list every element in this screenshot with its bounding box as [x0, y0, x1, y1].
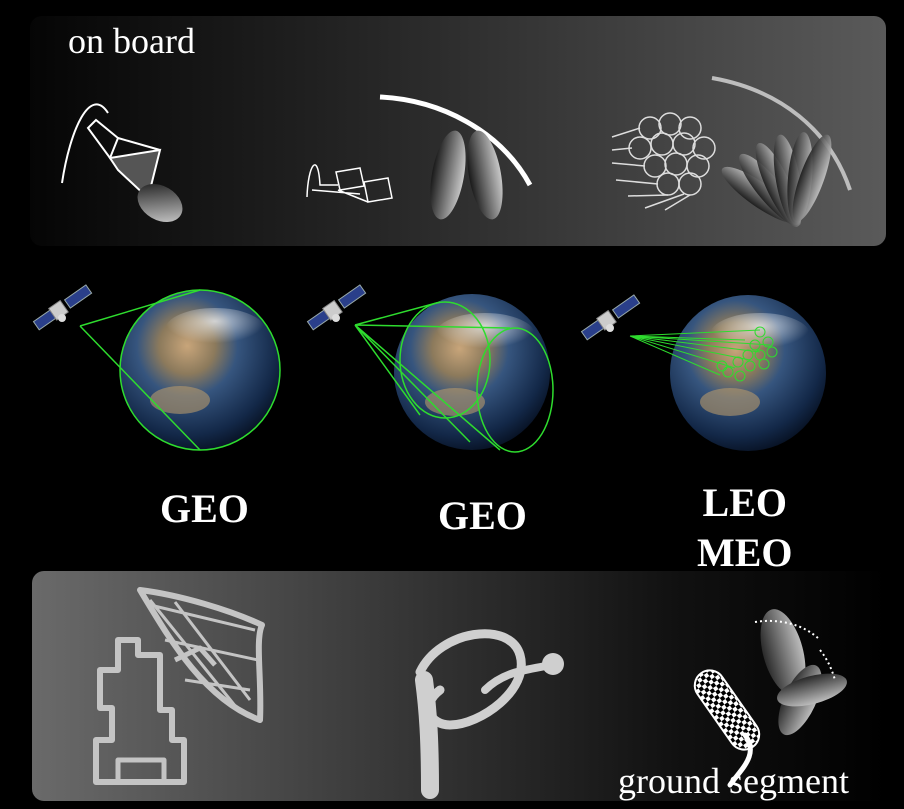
multibeam-feed-array-icon	[611, 76, 852, 211]
single-reflector-antenna-icon	[61, 103, 183, 222]
multibeam-lobes-icon	[721, 132, 832, 227]
ground-station-dish-icon	[93, 587, 265, 785]
dual-reflector-antenna-icon	[306, 94, 533, 220]
orbit-label-line: GEO	[438, 493, 527, 538]
orbit-label-geo-2: GEO	[438, 492, 527, 539]
orbit-label-line: LEO	[702, 480, 788, 525]
earth-leo-meo-spot-beams	[580, 294, 826, 451]
earth-geo-multi-beam	[306, 284, 554, 453]
flat-panel-terminal-icon	[693, 609, 847, 788]
orbit-label-line: MEO	[697, 530, 793, 575]
ground-segment-title: ground segment	[618, 761, 849, 801]
orbit-label-geo-1: GEO	[160, 485, 249, 532]
orbit-label-leo-meo: LEO MEO	[697, 478, 793, 578]
user-terminal-dish-icon	[415, 629, 564, 799]
earth-geo-global-beam	[32, 284, 281, 451]
onboard-title: on board	[68, 21, 195, 61]
orbit-label-line: GEO	[160, 486, 249, 531]
